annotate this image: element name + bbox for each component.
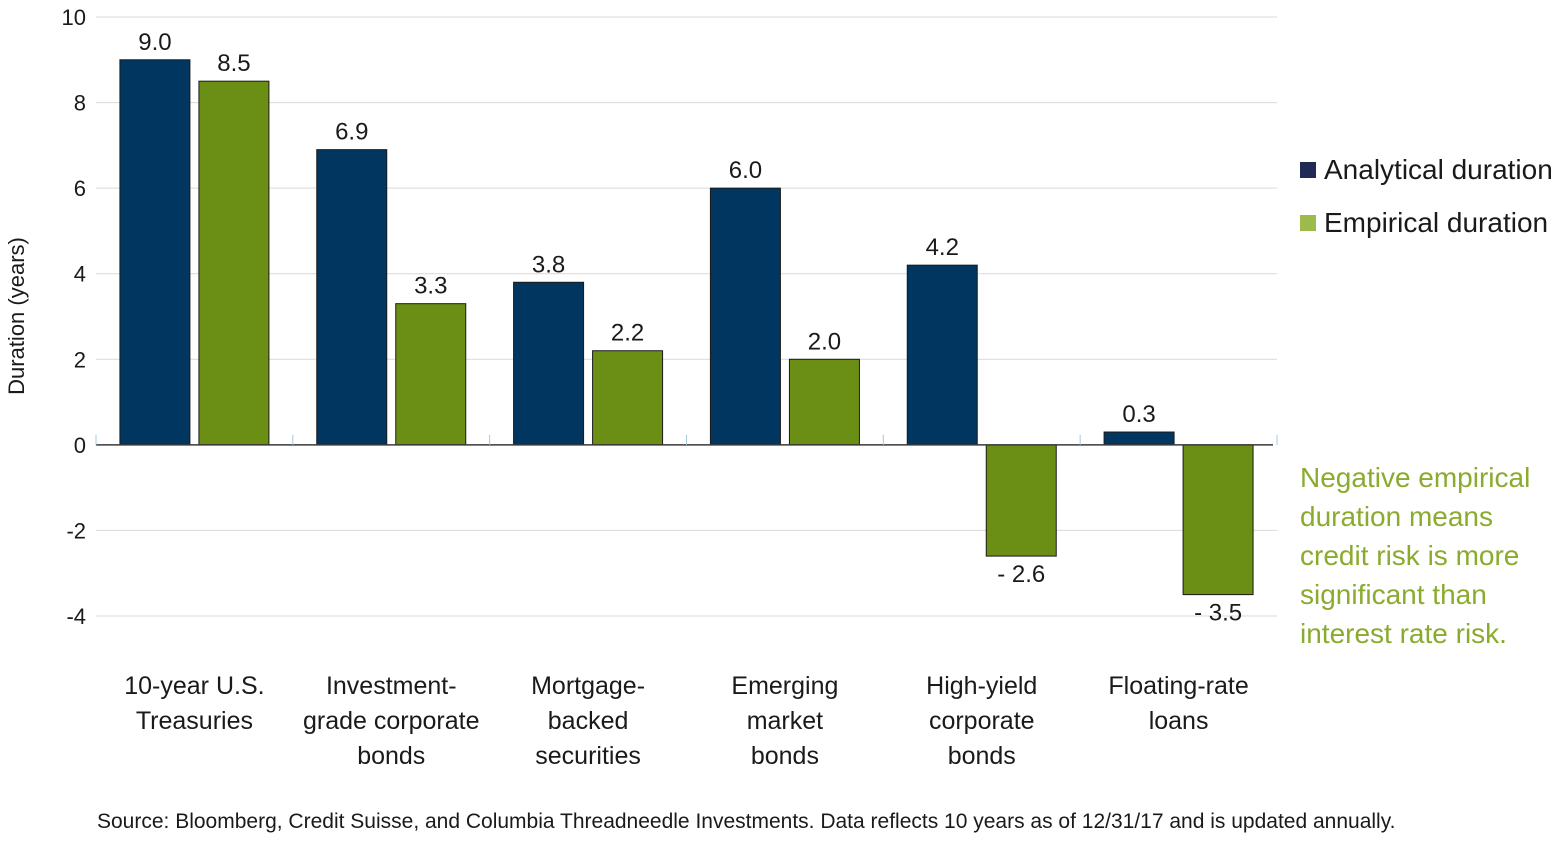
data-label: 2.0 xyxy=(808,328,841,355)
y-tick-label: 4 xyxy=(74,262,86,287)
legend-swatch-analytical xyxy=(1300,161,1316,178)
category-label-line: bonds xyxy=(751,742,819,770)
y-tick-label: -2 xyxy=(66,518,86,543)
x-axis xyxy=(95,434,1278,446)
data-label: 3.8 xyxy=(532,251,565,278)
annotation-line: significant than xyxy=(1300,579,1487,610)
data-label: - 2.6 xyxy=(997,561,1045,588)
annotation-line: Negative empirical xyxy=(1300,462,1531,493)
gridlines xyxy=(96,16,1277,617)
category-label-line: Emerging xyxy=(731,672,838,700)
legend-label-analytical: Analytical duration xyxy=(1324,153,1553,185)
category-label-line: securities xyxy=(535,742,641,770)
annotation-line: interest rate risk. xyxy=(1300,618,1507,649)
annotation-line: duration means xyxy=(1300,501,1494,532)
data-labels: 9.0 8.5 6.9 3.3 3.8 2.2 6.0 2.0 4.2 - 2.6 0.3 - 3.5 xyxy=(138,29,1242,627)
category-label-line: Treasuries xyxy=(136,707,253,735)
category-labels: 10-year U.S. Treasuries Investment-grade c… xyxy=(124,672,1249,770)
legend-swatch-empirical xyxy=(1300,214,1316,231)
source-note: Source: Bloomberg, Credit Suisse, and Co… xyxy=(97,810,1396,833)
legend: Analytical duration Empirical duration xyxy=(1300,143,1553,249)
legend-label-empirical: Empirical duration xyxy=(1324,206,1549,238)
bar-analytical xyxy=(1103,431,1175,446)
category-label-line: Floating-rate xyxy=(1108,672,1248,700)
y-axis-label: Duration (years) xyxy=(4,237,29,395)
bar-analytical xyxy=(119,59,191,446)
category-label-line: Investment- xyxy=(326,672,457,700)
data-label: 9.0 xyxy=(138,29,171,56)
bar-empirical xyxy=(788,358,860,446)
bar-analytical xyxy=(906,264,978,446)
y-axis-ticks: 10 8 6 4 2 0 -2 -4 xyxy=(62,5,86,629)
annotation-line: credit risk is more xyxy=(1300,540,1520,571)
category-label-line: bonds xyxy=(357,742,425,770)
category-label-line: bonds xyxy=(948,742,1016,770)
bar-empirical xyxy=(395,303,467,446)
bar-empirical xyxy=(985,444,1057,557)
data-label: 6.9 xyxy=(335,119,368,146)
data-label: 2.2 xyxy=(611,320,644,347)
legend-item-empirical: Empirical duration xyxy=(1300,196,1553,249)
category-label-line: market xyxy=(747,707,823,735)
category-label-line: loans xyxy=(1149,707,1209,735)
data-label: 4.2 xyxy=(926,234,959,261)
data-label: 6.0 xyxy=(729,157,762,184)
category-label-line: 10-year U.S. xyxy=(124,672,264,700)
y-tick-label: 8 xyxy=(74,91,86,116)
y-tick-label: 6 xyxy=(74,176,86,201)
category-label-line: backed xyxy=(548,707,629,735)
bar-empirical xyxy=(1182,444,1254,596)
y-tick-label: 2 xyxy=(74,347,86,372)
data-label: - 3.5 xyxy=(1194,600,1242,627)
bar-analytical xyxy=(709,187,781,446)
y-tick-label: 10 xyxy=(62,5,86,30)
category-label-line: grade corporate xyxy=(303,707,480,735)
bar-empirical xyxy=(592,350,664,446)
category-label-line: Mortgage- xyxy=(531,672,645,700)
data-label: 8.5 xyxy=(217,50,250,77)
category-label-line: corporate xyxy=(929,707,1035,735)
legend-item-analytical: Analytical duration xyxy=(1300,143,1553,196)
category-label: Emerging market bonds xyxy=(731,672,838,770)
data-label: 0.3 xyxy=(1122,401,1155,428)
negative-duration-annotation: Negative empirical duration means credit… xyxy=(1300,458,1550,653)
data-label: 3.3 xyxy=(414,273,447,300)
category-label: Mortgage-backed securities xyxy=(531,672,645,770)
bar-empirical xyxy=(198,80,270,446)
bar-analytical xyxy=(513,281,585,446)
category-label: High-yield corporate bonds xyxy=(926,672,1037,770)
category-label: Investment-grade corporate bonds xyxy=(303,672,480,770)
y-tick-label: 0 xyxy=(74,433,86,458)
category-label: 10-year U.S. Treasuries xyxy=(124,672,264,735)
bar-analytical xyxy=(316,149,388,446)
y-tick-label: -4 xyxy=(66,604,86,629)
category-label: Floating-rate loans xyxy=(1108,672,1248,735)
bars xyxy=(119,59,1254,596)
category-label-line: High-yield xyxy=(926,672,1037,700)
